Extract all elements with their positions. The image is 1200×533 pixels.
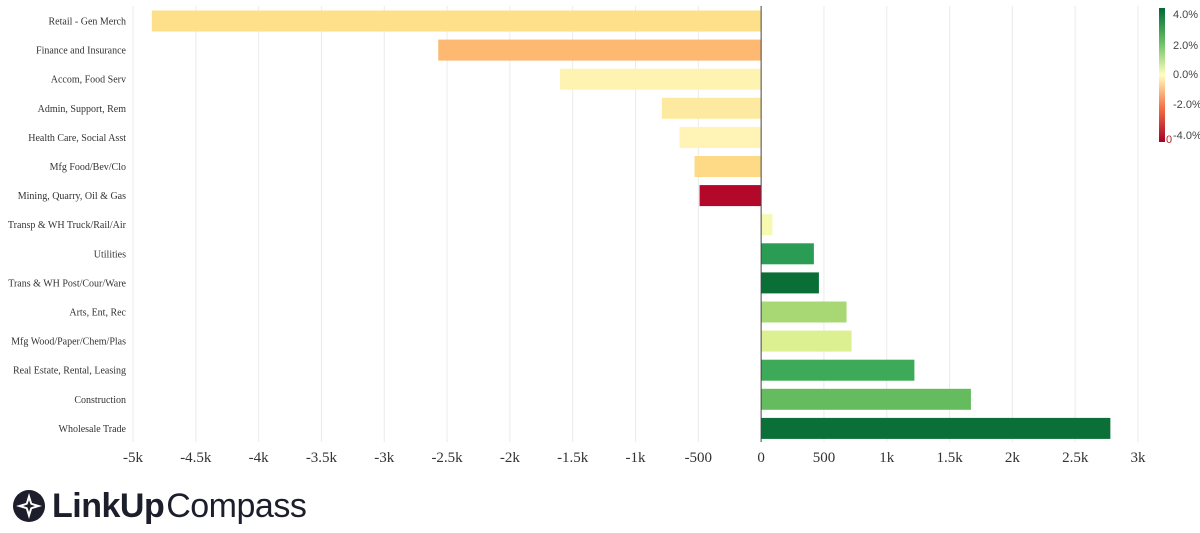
category-label: Transp & WH Truck/Rail/Air [8,220,127,231]
bar[interactable] [761,417,1111,439]
linkup-compass-logo: LinkUp Compass [10,484,307,528]
colorbar-label: 4.0% [1173,9,1198,21]
x-tick-label: -4.5k [180,450,212,466]
x-tick-label: -1k [626,450,646,466]
bar[interactable] [761,359,915,381]
category-label: Health Care, Social Asst [28,133,126,144]
category-label: Finance and Insurance [36,46,127,57]
colorbar-zero-label: 0 [1166,134,1172,146]
category-label: Accom, Food Serv [51,75,126,86]
x-tick-label: 500 [813,450,836,466]
colorbar-label: -2.0% [1173,99,1200,111]
logo-linkup-text: LinkUp [52,487,165,525]
category-label: Trans & WH Post/Cour/Ware [8,278,126,289]
x-tick-label: -3.5k [306,450,338,466]
category-label: Retail - Gen Merch [49,17,126,28]
category-label: Mfg Wood/Paper/Chem/Plas [11,337,126,348]
category-label: Mfg Food/Bev/Clo [50,162,126,173]
colorbar-label: 2.0% [1173,40,1198,52]
compass-star-icon [13,490,45,522]
x-axis-ticks: -5k -4.5k -4k -3.5k -3k -2.5k -2k -1.5k -1k -500 0… [123,450,1146,466]
colorbar-label: -4.0% [1173,130,1200,142]
x-tick-label: 1k [879,450,895,466]
category-label: Admin, Support, Rem [38,104,127,115]
category-labels: Retail - Gen Merch Finance and Insurance A… [8,17,127,435]
bar[interactable] [679,126,762,148]
colorbar-labels: 4.0% 2.0% 0.0% -2.0% -4.0%0 [1166,9,1200,146]
colorbar-label: 0.0% [1173,69,1198,81]
x-tick-label: -4k [249,450,269,466]
x-tick-label: 0 [757,450,765,466]
category-label: Utilities [94,249,126,260]
x-tick-label: -3k [374,450,394,466]
bar[interactable] [761,243,814,265]
bar[interactable] [151,10,762,32]
bar[interactable] [761,272,819,294]
category-label: Real Estate, Rental, Leasing [13,366,126,377]
x-tick-label: 2k [1005,450,1021,466]
bar[interactable] [761,330,852,352]
category-label: Arts, Ent, Rec [69,308,126,319]
x-tick-label: 2.5k [1062,450,1089,466]
bar[interactable] [761,388,971,410]
bar-chart: Retail - Gen Merch Finance and Insurance A… [8,6,1200,466]
category-label: Construction [74,395,126,406]
x-tick-label: -2k [500,450,520,466]
x-tick-label: -5k [123,450,143,466]
bar[interactable] [761,214,773,236]
colorbar: 4.0% 2.0% 0.0% -2.0% -4.0%0 [1159,8,1200,146]
x-tick-label: -500 [685,450,713,466]
category-label: Wholesale Trade [59,424,127,435]
colorbar-gradient [1159,8,1165,142]
bar[interactable] [438,39,762,61]
bars [151,10,1111,439]
category-label: Mining, Quarry, Oil & Gas [18,191,126,202]
logo-compass-text: Compass [166,487,307,525]
bar[interactable] [694,156,762,177]
bar[interactable] [661,97,762,119]
gridlines [132,6,1139,442]
bar[interactable] [560,68,762,90]
x-tick-label: 1.5k [936,450,963,466]
x-tick-label: -1.5k [557,450,589,466]
bar[interactable] [699,185,762,207]
x-tick-label: 3k [1131,450,1147,466]
x-tick-label: -2.5k [431,450,463,466]
bar[interactable] [761,301,847,323]
